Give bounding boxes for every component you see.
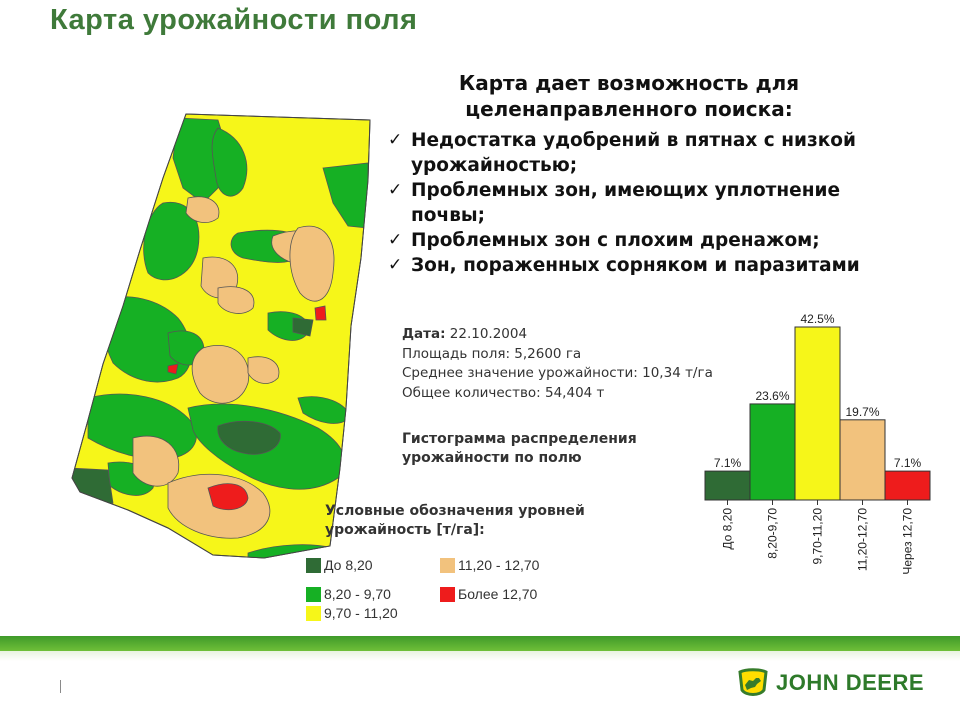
histogram-bar [794, 326, 841, 501]
legend-swatch [440, 586, 455, 602]
list-item: ✓ Зон, пораженных сорняком и паразитами [388, 253, 908, 278]
list-item: ✓ Проблемных зон с плохим дренажом; [388, 228, 908, 253]
date-line: Дата: 22.10.2004 [402, 325, 713, 345]
page-title: Карта урожайности поля [50, 4, 418, 36]
legend-swatch [440, 557, 455, 573]
histogram-value-label: 7.1% [714, 456, 742, 470]
opportunity-list: ✓ Недостатка удобрений в пятнах с низкой … [388, 128, 908, 278]
footer-divider [60, 680, 61, 693]
list-item: ✓ Проблемных зон, имеющих уплотнение почв… [388, 178, 908, 228]
histogram-bar [749, 403, 796, 501]
list-item-text: Зон, пораженных сорняком и паразитами [411, 255, 860, 276]
brand-logo: JOHN DEERE [736, 666, 924, 700]
footer-fade [0, 651, 960, 661]
histogram-category-label: 8,20-9,70 [766, 508, 780, 559]
histogram-category-label: 11,20-12,70 [856, 508, 870, 571]
histogram-bar [884, 470, 931, 501]
legend-label: 9,70 - 11,20 [324, 605, 398, 621]
legend-label: 8,20 - 9,70 [324, 586, 391, 602]
legend-label: До 8,20 [324, 557, 373, 573]
yield-map [71, 113, 371, 559]
date-label: Дата: [402, 326, 446, 342]
histogram-value-label: 23.6% [755, 389, 789, 403]
deer-logo-icon [738, 668, 768, 696]
histogram-category-label: Через 12,70 [901, 508, 915, 575]
histogram-value-label: 7.1% [894, 456, 922, 470]
field-facts: Дата: 22.10.2004 Площадь поля: 5,2600 га… [402, 325, 713, 403]
legend-label: 11,20 - 12,70 [458, 557, 540, 573]
date-value: 22.10.2004 [445, 326, 528, 342]
checkmark-icon: ✓ [388, 180, 403, 200]
intro-heading: Карта дает возможность для целенаправлен… [458, 71, 800, 121]
footer-bar [0, 636, 960, 651]
list-item-text: Проблемных зон, имеющих уплотнение почвы… [411, 180, 841, 226]
legend-item: До 8,20 [306, 557, 373, 573]
histogram-category-label: До 8,20 [721, 508, 735, 550]
legend-item: Более 12,70 [440, 586, 537, 602]
area-line: Площадь поля: 5,2600 га [402, 345, 582, 362]
histogram-value-label: 19.7% [845, 405, 879, 419]
brand-name: JOHN DEERE [776, 670, 925, 695]
histogram-title: Гистограмма распределения урожайности по… [402, 431, 637, 466]
checkmark-icon: ✓ [388, 130, 403, 150]
legend-item: 9,70 - 11,20 [306, 605, 398, 621]
list-item-text: Проблемных зон с плохим дренажом; [411, 230, 820, 251]
yield-histogram: 7.1% До 8,20 23.6% 8,20-9,70 42.5% 9,70-11,20… [704, 312, 931, 575]
total-yield-line: Общее количество: 54,404 т [402, 384, 605, 401]
histogram-bar [839, 419, 886, 501]
checkmark-icon: ✓ [388, 230, 403, 250]
histogram-value-label: 42.5% [800, 312, 834, 326]
legend-swatch [306, 586, 321, 602]
legend-swatch [306, 557, 321, 573]
legend-title: Условные обозначения уровней урожайность… [325, 503, 585, 538]
list-item: ✓ Недостатка удобрений в пятнах с низкой … [388, 128, 908, 178]
legend-label: Более 12,70 [458, 586, 538, 602]
legend-item: 11,20 - 12,70 [440, 557, 539, 573]
legend-item: 8,20 - 9,70 [306, 586, 391, 602]
list-item-text: Недостатка удобрений в пятнах с низкой у… [411, 130, 856, 176]
histogram-bar [704, 470, 751, 501]
legend-swatch [306, 605, 321, 621]
histogram-category-label: 9,70-11,20 [811, 508, 825, 565]
checkmark-icon: ✓ [388, 255, 403, 275]
average-yield-line: Среднее значение урожайности: 10,34 т/га [402, 365, 713, 381]
